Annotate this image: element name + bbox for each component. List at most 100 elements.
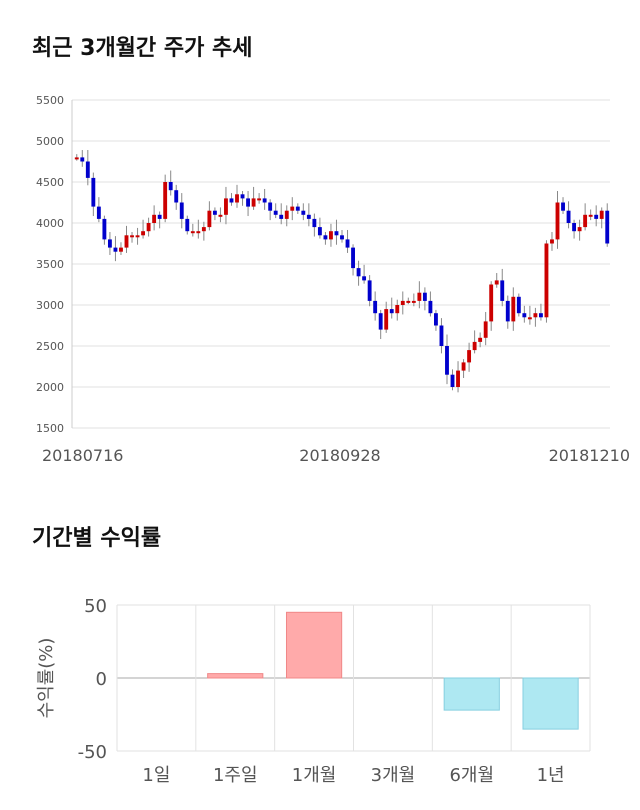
candle bbox=[179, 202, 184, 219]
candle bbox=[356, 268, 361, 277]
candle bbox=[290, 206, 295, 211]
candle bbox=[279, 214, 284, 219]
candle bbox=[323, 235, 328, 240]
candle bbox=[362, 276, 367, 281]
candle bbox=[505, 300, 510, 322]
candle bbox=[284, 210, 289, 219]
candle bbox=[80, 157, 85, 162]
y-tick-label: 3500 bbox=[36, 258, 64, 271]
candle bbox=[334, 231, 339, 236]
candle bbox=[168, 182, 173, 191]
candle bbox=[395, 305, 400, 314]
candle bbox=[157, 214, 162, 219]
candle bbox=[273, 210, 278, 215]
candle bbox=[146, 223, 151, 232]
x-category-label: 6개월 bbox=[449, 765, 494, 786]
y-tick-label: 0 bbox=[96, 669, 107, 690]
candle bbox=[472, 341, 477, 351]
y-tick-label: 5500 bbox=[36, 94, 64, 107]
candle bbox=[494, 280, 499, 285]
candle bbox=[522, 313, 527, 318]
candle bbox=[329, 231, 333, 240]
candle bbox=[378, 313, 383, 330]
y-tick-label: 5000 bbox=[36, 135, 64, 148]
candle bbox=[340, 235, 344, 240]
candle bbox=[406, 300, 411, 303]
candle bbox=[317, 227, 322, 236]
candle bbox=[130, 235, 134, 238]
x-category-label: 1년 bbox=[537, 765, 565, 786]
candle bbox=[422, 292, 427, 301]
candle bbox=[251, 198, 256, 207]
return-bar bbox=[443, 677, 500, 711]
candle bbox=[572, 223, 577, 232]
candle bbox=[345, 239, 350, 248]
candle bbox=[605, 210, 610, 244]
candle bbox=[102, 218, 107, 240]
y-tick-label: 50 bbox=[84, 596, 107, 617]
candle bbox=[312, 218, 317, 228]
candle bbox=[85, 161, 90, 178]
return-bar bbox=[207, 673, 264, 679]
candle bbox=[135, 235, 140, 238]
candle bbox=[461, 362, 466, 371]
candle bbox=[561, 202, 565, 211]
y-tick-label: 4000 bbox=[36, 217, 64, 230]
period-returns-title: 기간별 수익률 bbox=[32, 526, 162, 551]
candle bbox=[229, 198, 234, 203]
candle bbox=[212, 210, 217, 215]
candle bbox=[384, 309, 389, 330]
candle bbox=[428, 300, 433, 314]
candle bbox=[550, 239, 554, 244]
candle bbox=[450, 374, 455, 387]
x-tick-label: 20180716 bbox=[42, 446, 123, 465]
return-bar bbox=[285, 611, 343, 679]
candle bbox=[306, 214, 311, 219]
x-category-label: 1개월 bbox=[292, 765, 337, 786]
candle bbox=[91, 177, 96, 207]
candle bbox=[389, 309, 394, 314]
candle bbox=[96, 206, 101, 219]
candle bbox=[141, 231, 146, 236]
candle bbox=[478, 337, 483, 342]
candle bbox=[516, 296, 521, 314]
candle bbox=[235, 194, 239, 203]
candle bbox=[301, 210, 306, 215]
candle bbox=[268, 202, 273, 211]
candle bbox=[511, 296, 516, 322]
candle bbox=[163, 182, 168, 219]
y-tick-label: 3000 bbox=[36, 299, 64, 312]
candle bbox=[566, 210, 571, 223]
candle bbox=[367, 280, 372, 301]
candle bbox=[411, 300, 416, 303]
x-tick-label: 20180928 bbox=[299, 446, 380, 465]
price-trend-title: 최근 3개월간 주가 추세 bbox=[32, 36, 253, 61]
candle bbox=[262, 198, 267, 203]
candle bbox=[599, 210, 604, 219]
candle bbox=[434, 313, 438, 326]
y-axis-label: 수익률(%) bbox=[36, 638, 57, 719]
candle bbox=[489, 284, 494, 322]
candle bbox=[107, 239, 112, 248]
y-tick-label: 1500 bbox=[36, 422, 64, 435]
y-tick-label: 4500 bbox=[36, 176, 64, 189]
candle bbox=[113, 247, 118, 252]
candle bbox=[594, 214, 599, 219]
candle bbox=[257, 198, 262, 201]
candle bbox=[119, 247, 123, 252]
candle bbox=[588, 214, 593, 217]
candle bbox=[201, 227, 206, 232]
candle bbox=[174, 190, 179, 203]
x-category-label: 1주일 bbox=[213, 765, 258, 786]
period-returns-bar-chart: 50 0 -50 1일 1주일 1개월 3개월 6개월 1년 수익률(%) bbox=[36, 596, 591, 786]
candle bbox=[583, 214, 588, 228]
candle bbox=[439, 325, 444, 346]
candle bbox=[207, 210, 212, 228]
x-category-label: 1일 bbox=[142, 765, 170, 786]
candle bbox=[185, 218, 190, 232]
candle bbox=[351, 247, 355, 269]
y-tick-label: -50 bbox=[78, 742, 107, 763]
candle bbox=[533, 313, 538, 318]
candle bbox=[74, 157, 79, 160]
candle bbox=[152, 214, 157, 223]
